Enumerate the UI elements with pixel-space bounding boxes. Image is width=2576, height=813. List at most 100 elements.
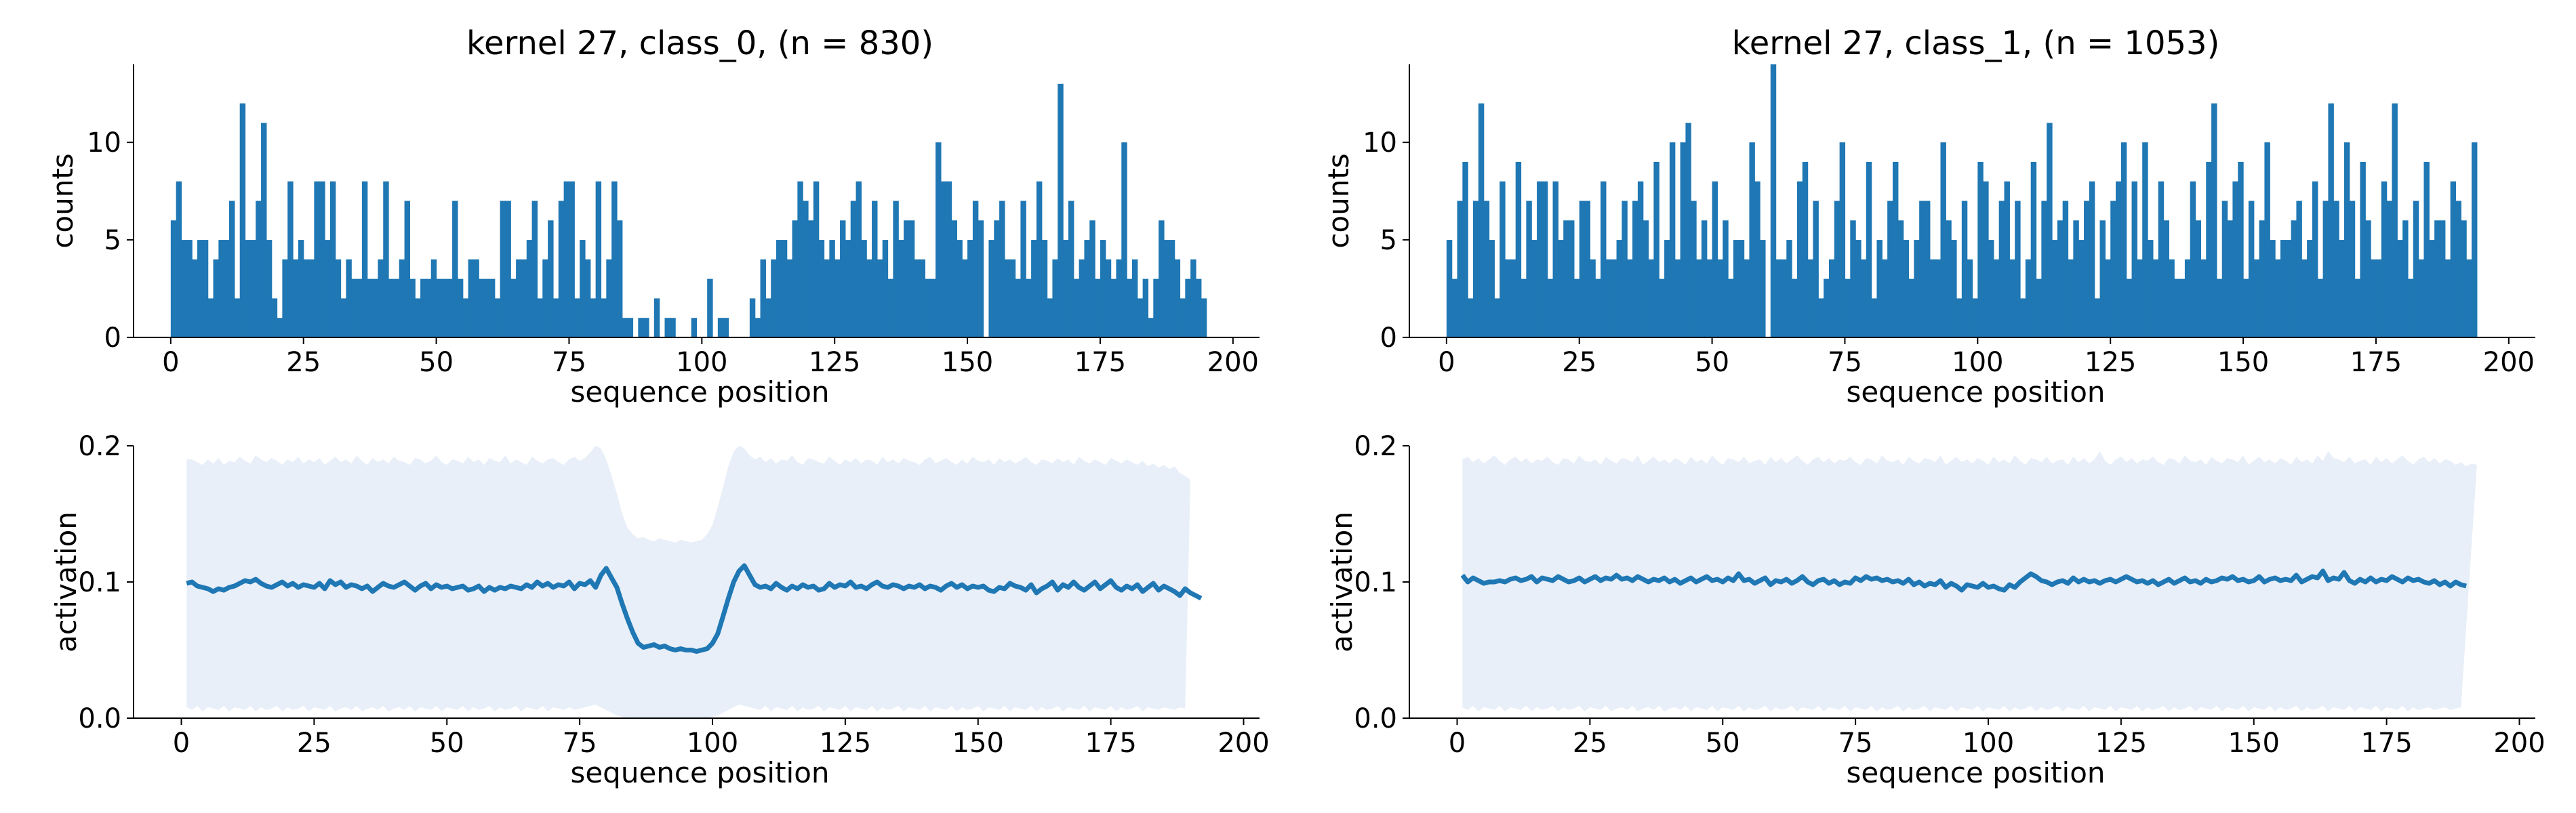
bar: [2041, 201, 2047, 337]
bar: [1828, 259, 1835, 337]
x-tick-label: 175: [1074, 347, 1126, 378]
bar: [1845, 278, 1851, 337]
bar: [1457, 201, 1463, 337]
bar: [1988, 240, 1994, 337]
bar: [1489, 240, 1495, 337]
bar: [861, 240, 867, 337]
bars: [170, 83, 1207, 338]
bar: [1664, 240, 1670, 337]
bar: [1914, 240, 1920, 337]
bar: [1089, 220, 1095, 337]
x-tick-label: 100: [687, 728, 738, 759]
bar: [2089, 181, 2095, 337]
bar: [2163, 220, 2169, 337]
bar: [213, 259, 219, 337]
bar: [1047, 298, 1053, 337]
bar: [393, 278, 400, 337]
bar: [1685, 123, 1691, 337]
bar: [2455, 201, 2461, 337]
bar: [2110, 201, 2116, 337]
bar: [580, 240, 586, 337]
bar: [1637, 181, 1644, 337]
x-axis-label: sequence position: [1846, 375, 2105, 409]
bar: [436, 278, 443, 337]
bar: [2466, 259, 2472, 337]
bar: [1967, 259, 1973, 337]
bar: [287, 181, 294, 337]
hist-class-1-panel: 0 25 50 75 100 125 150 175 200 0 5 10 sequence posit…: [1322, 24, 2535, 409]
bar: [627, 318, 634, 337]
bar: [1659, 278, 1665, 337]
x-tick-label: 150: [2228, 728, 2280, 759]
y-tick-label: 0: [1380, 322, 1397, 354]
bar: [2429, 240, 2435, 337]
bar: [2461, 220, 2467, 337]
bar: [2349, 201, 2356, 337]
bar: [2365, 220, 2371, 337]
bar: [558, 201, 565, 337]
bar: [2270, 240, 2276, 337]
bar: [447, 278, 453, 337]
x-tick-label: 0: [162, 347, 179, 378]
bar: [489, 278, 496, 337]
bar: [2025, 259, 2032, 337]
bars: [1446, 64, 2478, 338]
bar: [2402, 220, 2409, 337]
bar: [1190, 259, 1196, 337]
bar: [1733, 240, 1739, 337]
bar: [473, 259, 479, 337]
bar: [2084, 201, 2090, 337]
bar: [1526, 201, 1532, 337]
bar: [2174, 278, 2180, 337]
bar: [1073, 278, 1080, 337]
bar: [1148, 318, 1154, 337]
bar: [1185, 278, 1191, 337]
bar: [2036, 278, 2042, 337]
bar: [202, 240, 209, 337]
bar: [691, 318, 698, 337]
bar: [2450, 181, 2457, 337]
bar: [978, 220, 984, 337]
bar: [2291, 220, 2297, 337]
y-tick-label: 5: [1380, 225, 1397, 256]
bar: [1537, 181, 1543, 337]
bar: [1590, 259, 1596, 337]
bar: [1137, 298, 1144, 337]
y-axis-label: counts: [46, 153, 79, 248]
bar: [1068, 201, 1074, 337]
bar: [2216, 278, 2223, 337]
bar: [2238, 161, 2244, 337]
chart-title: kernel 27, class_1, (n = 1053): [1732, 24, 2220, 62]
x-tick-label: 50: [1706, 728, 1740, 759]
bar: [1163, 240, 1170, 337]
x-tick-label: 0: [1438, 347, 1455, 378]
bar: [1169, 240, 1175, 337]
bar: [329, 181, 336, 337]
bar: [462, 298, 469, 337]
bar: [1521, 278, 1527, 337]
bar: [479, 278, 485, 337]
bar: [717, 318, 724, 337]
bar: [2375, 259, 2382, 337]
bar: [2105, 259, 2111, 337]
x-tick-label: 25: [297, 728, 331, 759]
x-axis-label: sequence position: [570, 375, 829, 409]
bar: [1116, 259, 1122, 337]
bar: [707, 278, 713, 337]
x-tick-label: 125: [809, 347, 860, 378]
bar: [904, 220, 910, 337]
bar: [2322, 201, 2329, 337]
bar: [2158, 181, 2165, 337]
bar: [569, 181, 575, 337]
y-tick-label: 0.2: [78, 431, 121, 462]
bar: [1834, 201, 1840, 337]
y-tick-label: 0.1: [78, 567, 121, 598]
bar: [505, 201, 511, 337]
bar: [1824, 278, 1830, 337]
bar: [1903, 240, 1910, 337]
bar: [2020, 298, 2026, 337]
bar: [2057, 220, 2064, 337]
bar: [1451, 278, 1458, 337]
bar: [2227, 220, 2234, 337]
bar: [2009, 259, 2015, 337]
